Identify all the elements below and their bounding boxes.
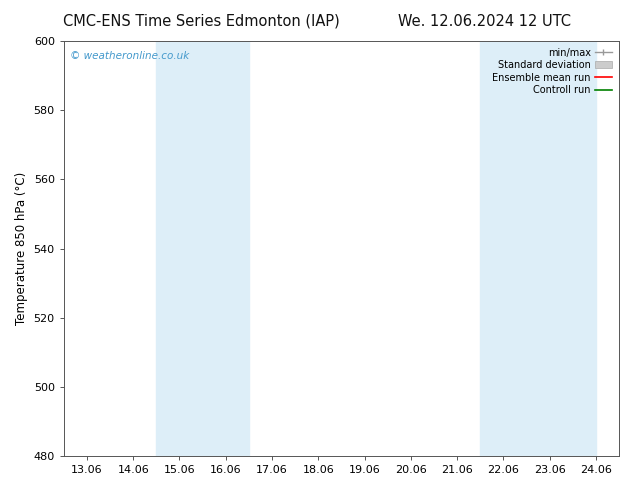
- Text: © weatheronline.co.uk: © weatheronline.co.uk: [70, 51, 190, 61]
- Text: CMC-ENS Time Series Edmonton (IAP): CMC-ENS Time Series Edmonton (IAP): [63, 14, 340, 29]
- Legend: min/max, Standard deviation, Ensemble mean run, Controll run: min/max, Standard deviation, Ensemble me…: [490, 46, 614, 97]
- Bar: [480, 41, 596, 456]
- Bar: [157, 41, 249, 456]
- Y-axis label: Temperature 850 hPa (°C): Temperature 850 hPa (°C): [15, 172, 28, 325]
- Text: We. 12.06.2024 12 UTC: We. 12.06.2024 12 UTC: [398, 14, 571, 29]
